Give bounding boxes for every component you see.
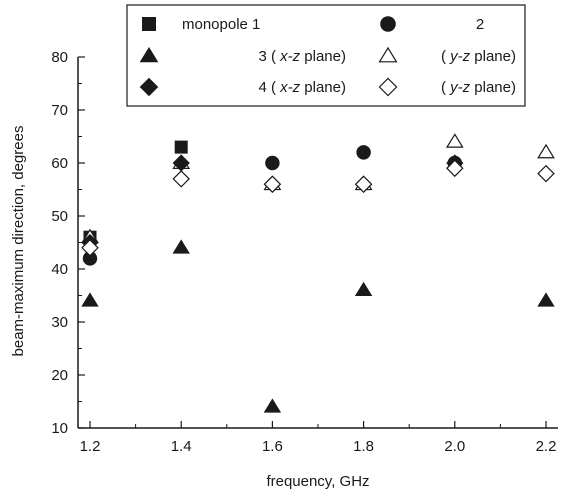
data-point	[172, 170, 190, 188]
data-point	[172, 239, 190, 254]
legend-marker	[139, 77, 159, 97]
y-tick-label: 20	[51, 367, 68, 384]
y-tick-label: 70	[51, 102, 68, 119]
legend-entry-s4yz: ( y-z plane)	[378, 77, 516, 97]
axes	[77, 56, 558, 429]
y-tick-label: 80	[51, 49, 68, 66]
data-point	[354, 281, 373, 297]
legend-label: 2	[476, 16, 484, 33]
legend-label-part: plane)	[470, 48, 516, 65]
data-point	[446, 159, 464, 178]
data-point	[537, 143, 555, 159]
x-tick-label: 1.4	[171, 438, 192, 455]
data-point	[174, 140, 188, 154]
x-axis-label: frequency, GHz	[266, 473, 369, 490]
tick-labels: 10 20 30 40 50 60 70 80 1.2 1.4 1.6 1.8 2.0 2.2	[51, 49, 556, 455]
y-tick-label: 30	[51, 314, 68, 331]
legend-marker	[378, 46, 398, 63]
data-point	[354, 175, 373, 193]
legend-label-part: x-z	[276, 48, 301, 65]
data-points	[81, 133, 555, 413]
series-s2	[82, 145, 463, 266]
x-tick-label: 2.2	[536, 438, 557, 455]
series-s3yz	[81, 133, 555, 244]
legend-marker	[139, 46, 159, 63]
legend-label-part: y-z	[446, 48, 471, 65]
legend-label-part: 4 (	[258, 79, 276, 96]
y-axis-label: beam-maximum direction, degrees	[10, 126, 27, 357]
legend-entry-s2: 2	[380, 16, 484, 33]
x-tick-label: 1.8	[353, 438, 374, 455]
data-point	[81, 292, 99, 307]
legend-entry-s3xz: 3 ( x-z plane)	[139, 46, 346, 65]
legend-entry-s1: monopole 1	[142, 16, 260, 33]
legend-label: ( y-z plane)	[441, 79, 516, 96]
legend-label-part: plane)	[470, 79, 516, 96]
y-tick-label: 40	[51, 261, 68, 278]
y-tick-label: 60	[51, 155, 68, 172]
legend: monopole 1 23 ( x-z plane)( y-z plane)4 (…	[126, 4, 526, 107]
legend-label: 3 ( x-z plane)	[258, 48, 346, 65]
legend-label: ( y-z plane)	[441, 48, 516, 65]
x-tick-label: 1.6	[262, 438, 283, 455]
legend-entry-s3yz: ( y-z plane)	[378, 46, 516, 65]
y-tick-label: 10	[51, 420, 68, 437]
legend-marker	[378, 77, 398, 97]
legend-label-part: (	[441, 79, 446, 96]
legend-label: 4 ( x-z plane)	[258, 79, 346, 96]
data-point	[537, 292, 555, 307]
x-tick-label: 1.2	[80, 438, 101, 455]
legend-label-part: plane)	[300, 48, 346, 65]
legend-entry-s4xz: 4 ( x-z plane)	[139, 77, 346, 97]
legend-label-part: plane)	[300, 79, 346, 96]
legend-label-part: y-z	[446, 79, 471, 96]
legend-marker	[380, 16, 396, 32]
data-point	[356, 145, 371, 160]
legend-label-part: (	[441, 48, 446, 65]
data-point	[81, 239, 99, 257]
legend-label-part: monopole 1	[182, 16, 260, 33]
legend-label: monopole 1	[182, 16, 260, 33]
legend-label-part: 3 (	[258, 48, 276, 65]
data-point	[265, 155, 280, 171]
legend-marker	[142, 17, 156, 31]
series-s1	[83, 140, 188, 244]
data-point	[263, 398, 282, 413]
data-point	[445, 133, 464, 148]
data-point	[263, 175, 282, 193]
x-tick-label: 2.0	[444, 438, 465, 455]
legend-box	[126, 4, 526, 107]
legend-label-part: 2	[476, 16, 484, 33]
series-s4yz	[81, 159, 555, 257]
y-tick-label: 50	[51, 208, 68, 225]
data-point	[537, 164, 555, 183]
series-s3xz	[81, 239, 555, 413]
legend-label-part: x-z	[276, 79, 301, 96]
